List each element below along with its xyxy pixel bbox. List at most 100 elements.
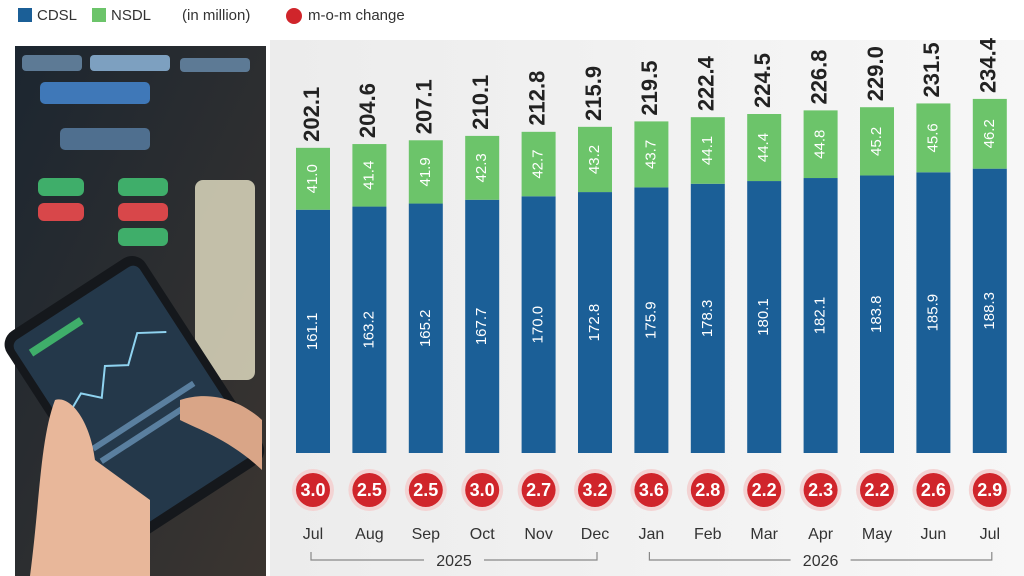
bar-segment: [578, 192, 612, 453]
value-label: 178.3: [699, 300, 716, 338]
change-marker: [916, 473, 951, 507]
change-marker: [465, 473, 500, 507]
x-tick-label: Jul: [303, 526, 323, 543]
value-label: 180.1: [755, 298, 772, 336]
bar-segment: [296, 147, 330, 210]
change-marker: [860, 473, 894, 507]
change-marker: [803, 473, 838, 507]
change-label: 2.2: [752, 480, 777, 500]
change-label: 3.0: [300, 480, 325, 500]
total-label: 207.1: [412, 79, 437, 134]
change-label: 2.7: [526, 480, 551, 500]
value-label: 42.7: [530, 149, 547, 178]
value-label: 172.8: [586, 304, 603, 342]
value-label: 183.8: [868, 295, 885, 333]
bar-segment: [860, 107, 894, 176]
bar-segment: [578, 126, 612, 193]
bar-segment: [352, 206, 387, 453]
bar-segment: [521, 131, 556, 197]
value-label: 41.9: [417, 157, 434, 186]
x-tick-label: May: [862, 526, 892, 543]
value-label: 43.2: [586, 145, 603, 174]
bar-segment: [408, 140, 443, 204]
total-label: 222.4: [694, 55, 719, 111]
legend-label: NSDL: [111, 7, 151, 24]
group-label: 2026: [803, 553, 839, 570]
value-label: 41.0: [304, 164, 321, 193]
change-marker: [296, 473, 330, 507]
group-bracket: [310, 552, 598, 561]
value-label: 44.4: [755, 133, 772, 162]
change-marker: [352, 473, 387, 507]
photo: [4, 46, 266, 576]
bar-segment: [747, 181, 782, 453]
value-label: 43.7: [642, 140, 659, 169]
change-marker: [408, 473, 443, 507]
total-label: 212.8: [524, 71, 549, 126]
bar-segment: [296, 209, 330, 453]
change-label: 2.5: [413, 480, 438, 500]
total-label: 210.1: [468, 75, 493, 130]
change-marker: [578, 473, 612, 507]
x-tick-label: Oct: [470, 526, 495, 543]
bar-segment: [972, 168, 1007, 454]
change-marker: [634, 473, 669, 507]
value-label: 175.9: [642, 301, 659, 339]
total-label: 226.8: [806, 49, 831, 104]
x-tick-label: Nov: [524, 526, 552, 543]
change-marker: [690, 473, 725, 507]
total-label: 231.5: [919, 42, 944, 97]
change-label: 2.3: [808, 480, 833, 500]
value-label: 45.6: [924, 123, 941, 152]
x-tick-label: Feb: [694, 526, 722, 543]
change-marker: [747, 473, 782, 507]
value-label: 165.2: [417, 310, 434, 348]
bar-segment: [803, 178, 838, 454]
change-label: 2.2: [864, 480, 889, 500]
bar-segment: [860, 175, 894, 453]
value-label: 44.8: [812, 130, 829, 159]
x-tick-label: Mar: [750, 526, 778, 543]
value-label: 161.1: [304, 313, 321, 351]
bar-segment: [465, 135, 500, 200]
change-label: 2.8: [695, 480, 720, 500]
unit-note: (in million): [182, 7, 250, 24]
bar-segment: [408, 203, 443, 453]
value-label: 182.1: [812, 297, 829, 335]
x-tick-label: Jan: [639, 526, 665, 543]
bar-segment: [747, 114, 782, 182]
legend-swatch: [18, 8, 32, 22]
bar-segment: [972, 98, 1007, 169]
bar-segment: [916, 103, 951, 173]
change-marker: [972, 473, 1007, 507]
change-label: 3.0: [470, 480, 495, 500]
change-label: 2.6: [921, 480, 946, 500]
bar-segment: [690, 117, 725, 184]
value-label: 170.0: [530, 306, 547, 344]
value-label: 185.9: [924, 294, 941, 332]
bar-segment: [465, 199, 500, 453]
bar-segment: [803, 110, 838, 179]
total-label: 219.5: [637, 60, 662, 115]
bar-segment: [916, 172, 951, 453]
x-tick-label: Aug: [355, 526, 383, 543]
total-label: 229.0: [863, 46, 888, 101]
bar-segment: [634, 187, 669, 454]
value-label: 41.4: [360, 161, 377, 190]
x-tick-label: Apr: [808, 526, 834, 543]
legend-label: CDSL: [37, 7, 77, 24]
value-label: 46.2: [981, 119, 998, 148]
x-tick-label: Sep: [412, 526, 441, 543]
change-label: 3.2: [582, 480, 607, 500]
x-tick-label: Dec: [581, 526, 609, 543]
total-label: 204.6: [355, 83, 380, 138]
value-label: 167.7: [473, 308, 490, 346]
bar-segment: [521, 196, 556, 454]
x-tick-label: Jul: [980, 526, 1000, 543]
bar-segment: [690, 183, 725, 453]
value-label: 42.3: [473, 153, 490, 182]
change-label: 2.5: [357, 480, 382, 500]
value-label: 44.1: [699, 136, 716, 165]
total-label: 215.9: [581, 66, 606, 121]
